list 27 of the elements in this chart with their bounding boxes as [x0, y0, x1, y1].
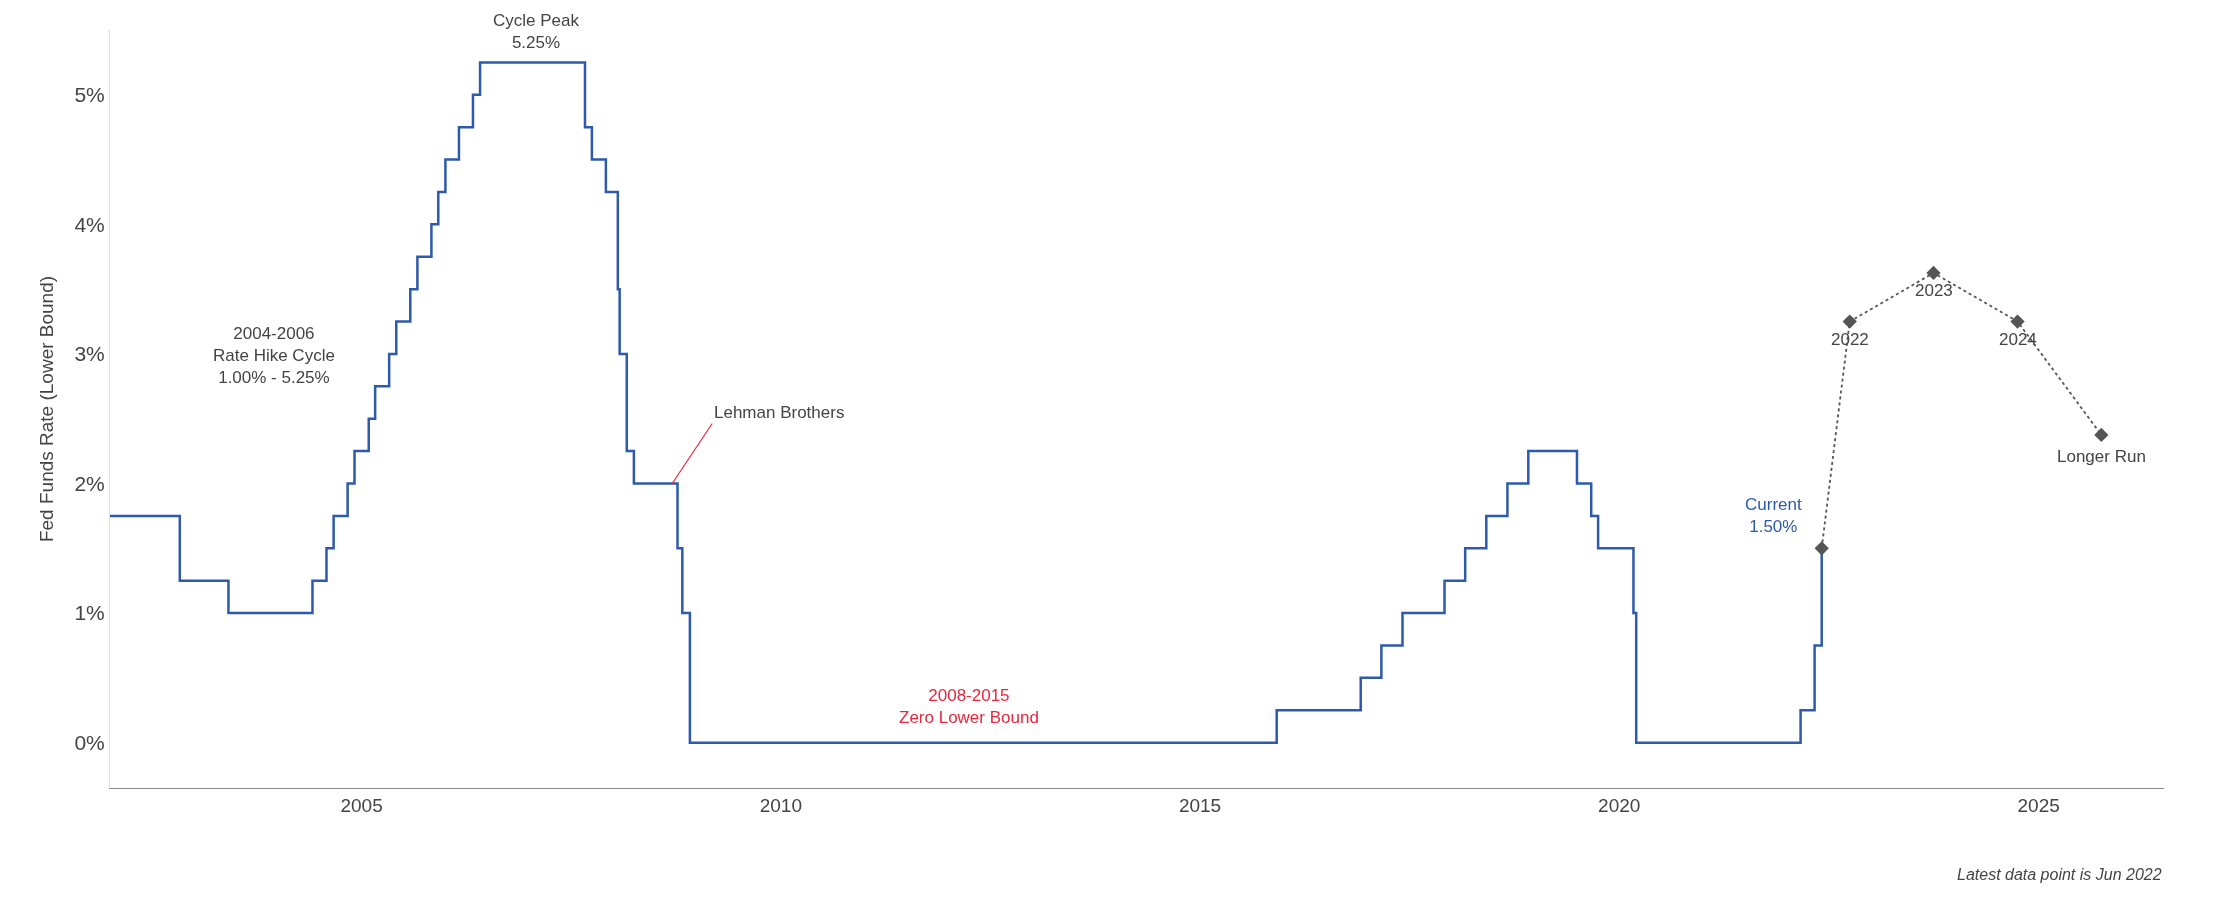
y-tick-label: 0%: [74, 731, 105, 754]
point: [2010, 314, 2025, 329]
point: [1814, 541, 1829, 556]
x-tick-label: 2025: [2017, 794, 2060, 816]
point: [2094, 427, 2109, 443]
y-tick-label: 2%: [74, 471, 105, 495]
annotation: Lehman Brothers: [714, 403, 845, 422]
y-tick-label: 4%: [74, 212, 105, 236]
text: Latest data point is Jun 2022: [1957, 866, 2162, 883]
point: [1842, 314, 1857, 329]
y-tick-label: 5%: [74, 83, 105, 107]
annotation: 2004-2006 Rate Hike Cycle 1.00% - 5.25%: [213, 324, 335, 388]
annotation: 2024: [1999, 330, 2037, 349]
annotation: 2022: [1831, 330, 1869, 349]
annotation: Current 1.50%: [1745, 495, 1802, 537]
y-axis-title: Fed Funds Rate (Lower Bound): [36, 275, 58, 543]
x-tick-label: 2020: [1598, 794, 1641, 816]
annotation: Cycle Peak 5.25%: [493, 11, 580, 53]
annotation: Longer Run: [2057, 447, 2146, 466]
y-tick-label: 3%: [74, 342, 105, 366]
x-tick-label: 2015: [1178, 794, 1222, 816]
x-tick-label: 2010: [759, 794, 802, 816]
annotation: 2023: [1915, 281, 1953, 300]
x-tick-label: 2005: [340, 794, 383, 816]
annotation: 2008-2015 Zero Lower Bound: [899, 686, 1039, 728]
point: [1926, 265, 1941, 281]
y-tick-label: 1%: [74, 601, 105, 625]
